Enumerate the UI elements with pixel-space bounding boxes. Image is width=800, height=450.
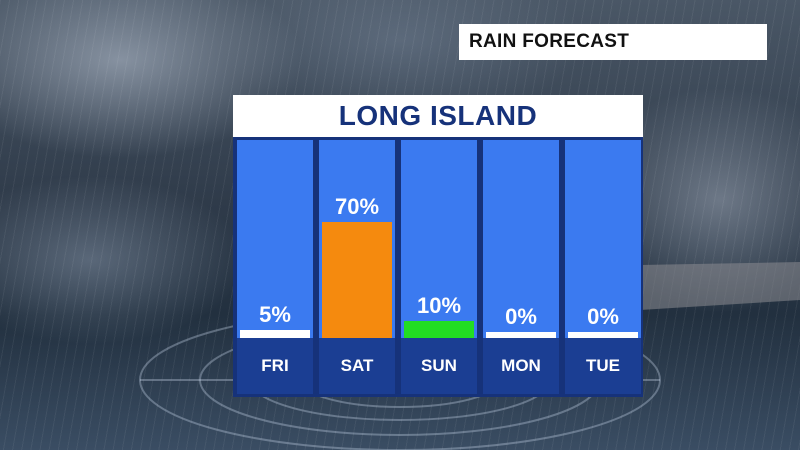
rain-bar-sat — [322, 222, 392, 338]
rain-bar-fri — [240, 330, 310, 338]
day-label: FRI — [237, 338, 313, 394]
forecast-column-sat: 70% SAT — [319, 140, 395, 394]
forecast-panel: LONG ISLAND 5% FRI 70% SAT 10% SUN 0% MON 0% TUE — [233, 95, 643, 397]
day-label: SAT — [319, 338, 395, 394]
forecast-columns: 5% FRI 70% SAT 10% SUN 0% MON 0% TUE — [233, 137, 643, 397]
forecast-column-sun: 10% SUN — [401, 140, 477, 394]
rain-percent-label: 0% — [505, 304, 537, 329]
forecast-column-tue: 0% TUE — [565, 140, 641, 394]
forecast-column-fri: 5% FRI — [237, 140, 313, 394]
rain-percent-label: 5% — [259, 302, 291, 327]
rain-percent-label: 70% — [334, 194, 380, 219]
rain-percent-label: 10% — [416, 293, 462, 318]
day-label: SUN — [401, 338, 477, 394]
rain-bar-mon — [486, 332, 556, 338]
rain-bar-tue — [568, 332, 638, 338]
panel-title: LONG ISLAND — [233, 95, 643, 137]
day-label: TUE — [565, 338, 641, 394]
rain-forecast-label: RAIN FORECAST — [459, 24, 767, 60]
rain-percent-label: 0% — [587, 304, 619, 329]
day-label: MON — [483, 338, 559, 394]
forecast-column-mon: 0% MON — [483, 140, 559, 394]
rain-bar-sun — [404, 321, 474, 338]
